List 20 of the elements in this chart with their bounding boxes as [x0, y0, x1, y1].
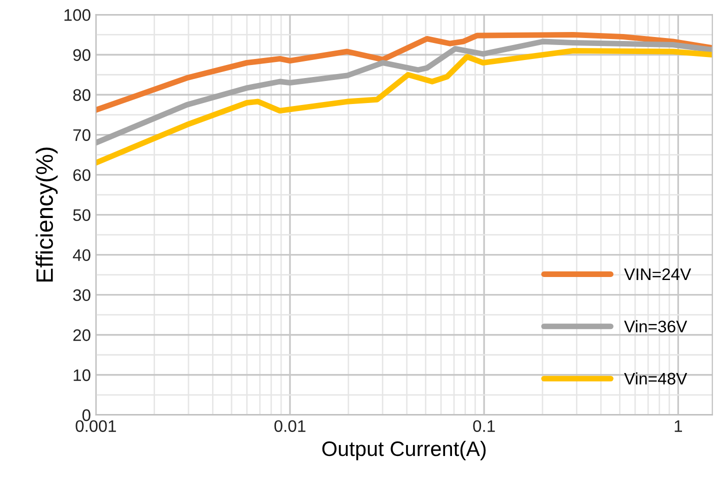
y-tick-label: 0: [82, 409, 90, 422]
legend-label: Vin=36V: [624, 320, 688, 332]
y-tick-label: 50: [73, 209, 90, 222]
legend-label: VIN=24V: [624, 268, 692, 280]
y-axis-title: Efficiency(%): [36, 148, 58, 282]
x-tick-label: 0.01: [274, 420, 306, 432]
legend-label: Vin=48V: [624, 372, 688, 385]
y-tick-label: 30: [73, 289, 90, 302]
y-tick-label: 90: [73, 49, 90, 61]
y-tick-label: 20: [73, 329, 90, 342]
y-tick-label: 10: [74, 369, 90, 382]
y-tick-label: 40: [72, 249, 90, 262]
y-tick-label: 100: [64, 9, 90, 21]
y-tick-label: 70: [73, 129, 90, 141]
x-tick-label: 1: [674, 420, 682, 432]
y-tick-label: 60: [73, 169, 90, 181]
y-tick-label: 80: [73, 89, 90, 101]
x-tick-label: 0.1: [473, 420, 495, 432]
x-tick-label: 0.001: [76, 420, 116, 432]
x-axis-title: Output Current(A): [322, 440, 486, 460]
